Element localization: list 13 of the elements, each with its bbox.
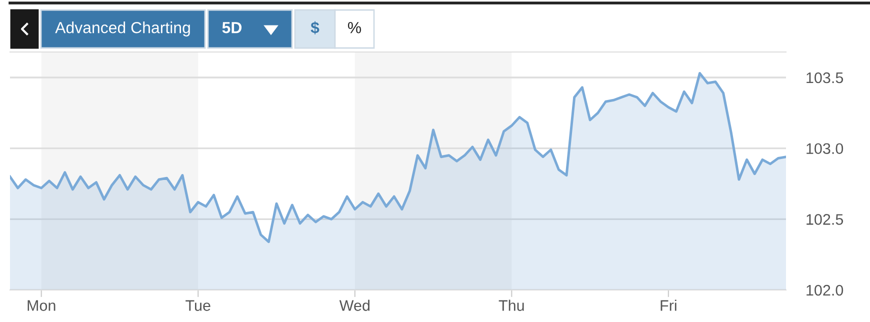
y-tick-label: 102.5 [806, 214, 844, 225]
text: 5D [222, 22, 242, 34]
x-tick-label: Mon [28, 300, 56, 311]
x-tick-label: Fri [660, 300, 676, 311]
text: Advanced Charting [55, 22, 190, 36]
text: % [348, 22, 362, 34]
y-tick-label: 103.5 [806, 72, 844, 84]
x-tick-label: Wed [339, 300, 370, 311]
text: $ [310, 21, 320, 34]
x-tick-label: Thu [498, 300, 524, 311]
x-tick-label: Tue [186, 300, 210, 311]
y-tick-label: 103.0 [806, 143, 844, 154]
y-tick-label: 102.0 [806, 284, 844, 296]
